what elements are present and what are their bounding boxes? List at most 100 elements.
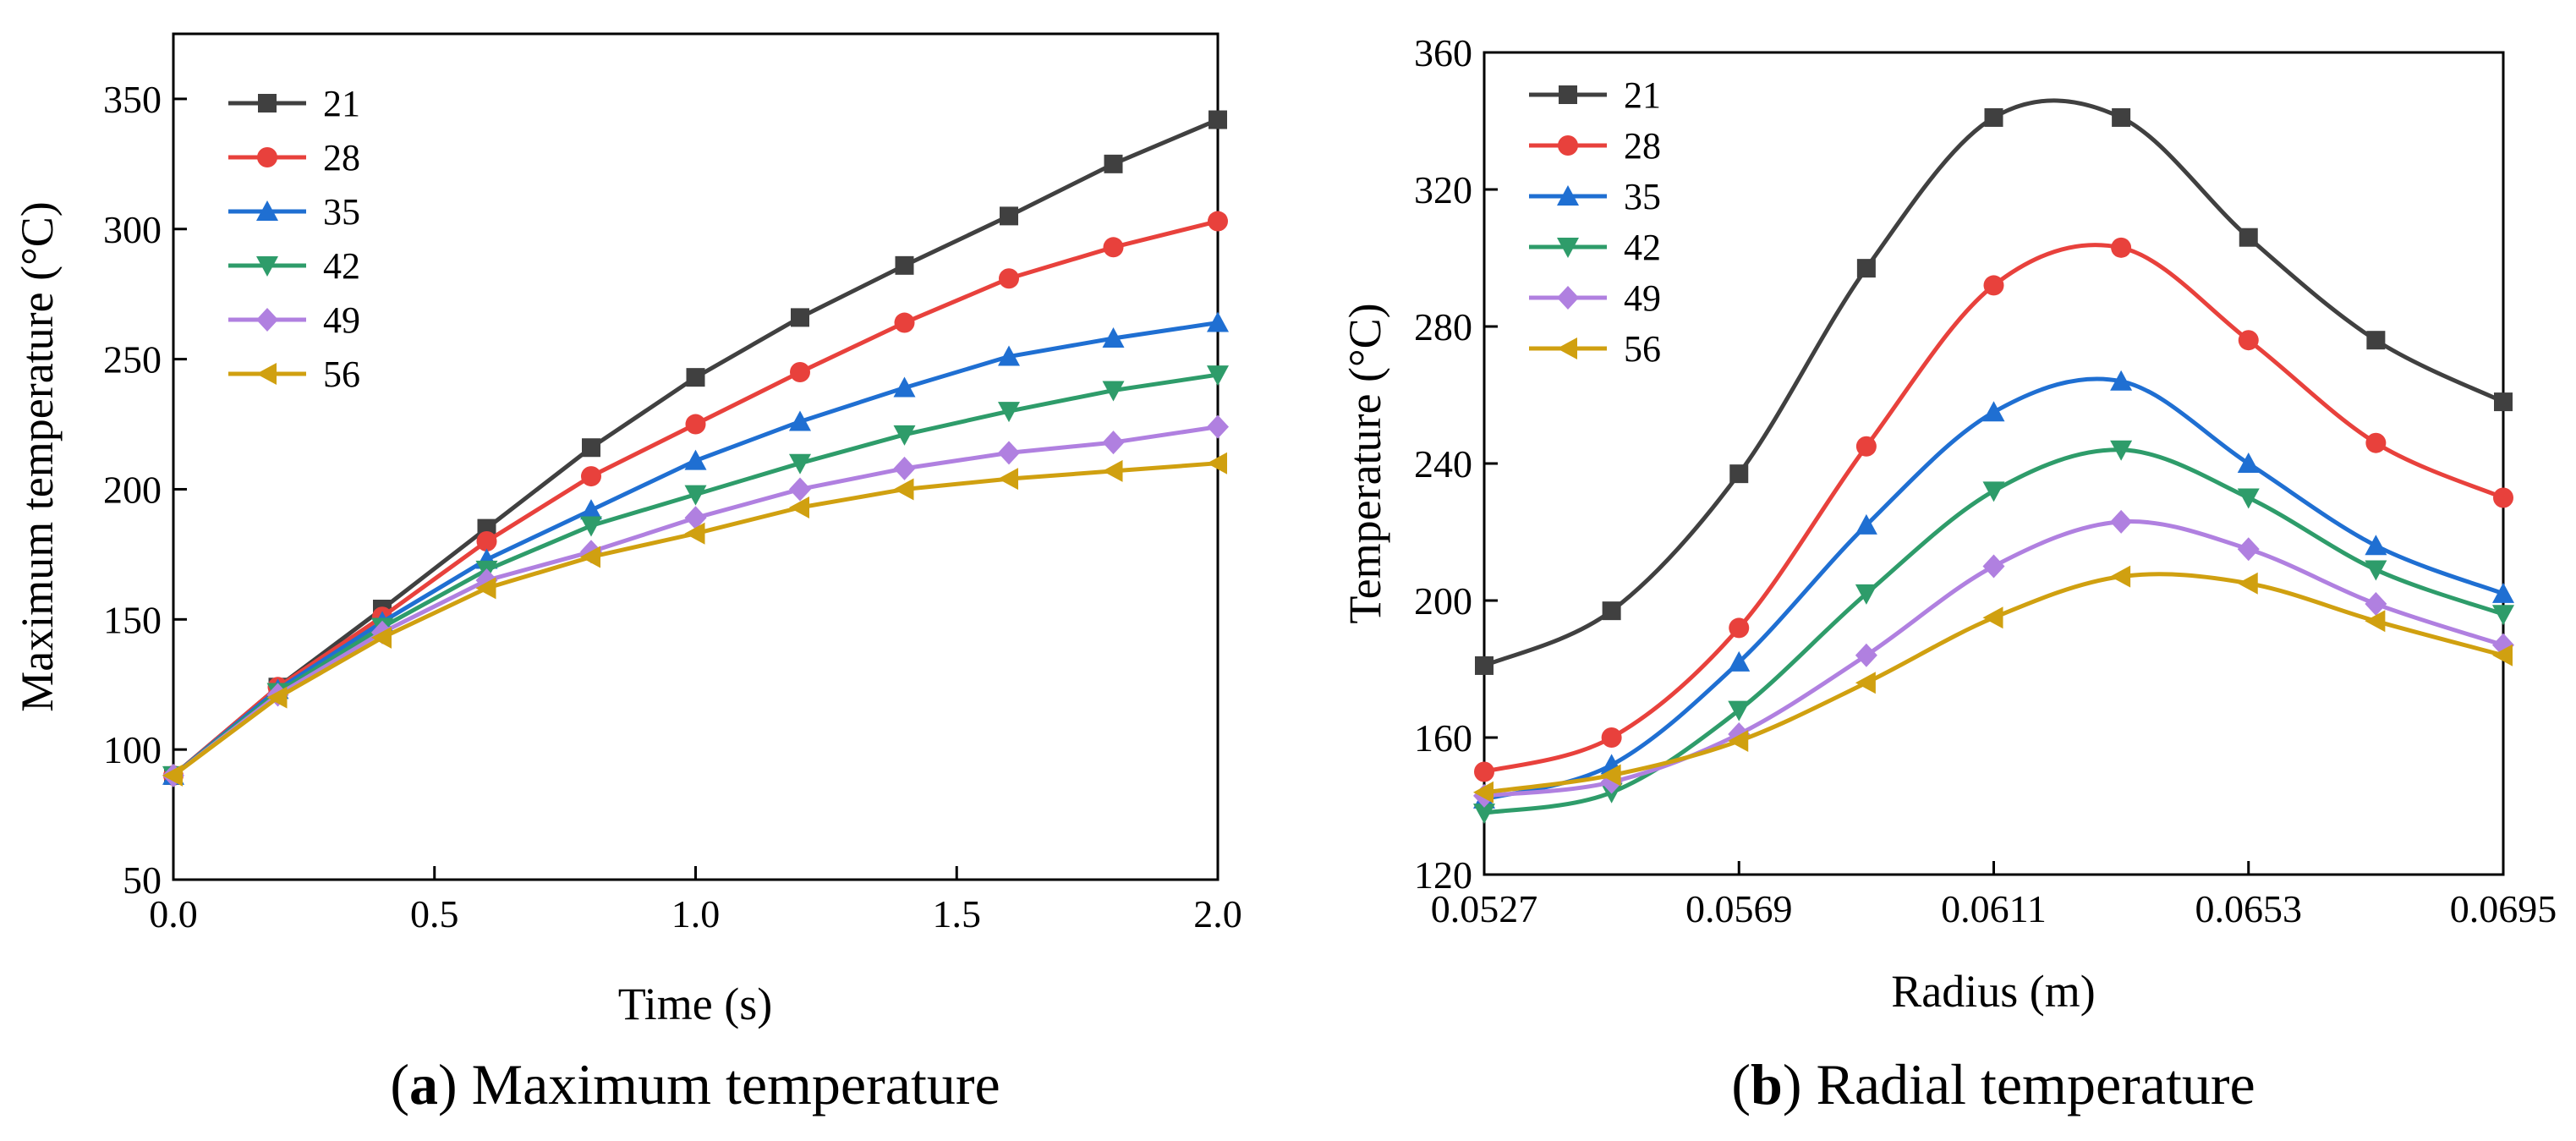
chart-a-point-21 [895,255,914,275]
chart-b-xtick-label: 0.0653 [2195,887,2303,930]
chart-a-legend-label: 49 [323,299,360,341]
chart-b-point-56 [2110,565,2131,588]
chart-b-point-56 [1473,781,1494,804]
chart-b-series-line-56 [1483,572,2504,795]
chart-b-point-42 [2365,560,2387,581]
chart-a-point-35 [1207,311,1229,332]
chart-a-series-line-42 [172,372,1219,777]
chart-a-ytick-label: 200 [103,468,162,511]
chart-a-ytick-label: 350 [103,78,162,121]
chart-a-legend-label: 21 [323,83,360,124]
chart-b-point-42 [1855,584,1877,605]
chart-b-point-56 [2237,572,2258,595]
chart-a-legend-marker-28 [257,147,277,167]
chart-a-point-49 [893,456,916,480]
chart-a-point-21 [1104,154,1123,173]
chart-b-legend-label: 35 [1624,176,1661,217]
chart-a-point-42 [998,402,1020,423]
chart-a-point-35 [998,345,1020,366]
chart-a-point-42 [1102,381,1125,402]
chart-a-point-42 [789,453,811,475]
chart-a-xtick-label: 1.0 [671,892,721,935]
chart-a-ytick-label: 100 [103,728,162,771]
chart-a-point-35 [580,499,602,520]
chart-b-point-56 [2492,644,2513,666]
chart-a-ytick-label: 150 [103,598,162,641]
chart-a-xtick-label: 2.0 [1193,892,1242,935]
chart-b-ytick-label: 200 [1414,579,1472,623]
chart-b-point-42 [1728,700,1751,721]
chart-b-point-56 [1600,764,1621,787]
chart-a-point-21 [791,308,809,327]
chart-a-point-21 [582,438,600,458]
chart-a-caption-letter: a [409,1052,438,1116]
chart-a-xlabel: Time (s) [618,979,773,1029]
chart-a-point-56 [1102,459,1123,482]
chart-a-legend-label: 56 [323,354,360,395]
chart-b-xlabel: Radius (m) [1891,966,2095,1017]
chart-b-point-56 [1728,730,1749,753]
chart-a-series-line-49 [172,425,1219,777]
chart-b-legend-marker-28 [1558,135,1578,156]
chart-b-point-21 [2494,392,2513,412]
chart-a-point-42 [580,516,602,537]
chart-a-point-49 [1102,431,1125,455]
chart-a-ylabel: Maximum temperature (°C) [12,201,63,711]
chart-a-xtick-label: 1.5 [933,892,982,935]
chart-b-point-42 [2237,488,2260,509]
chart-b-point-49 [2110,509,2133,534]
chart-b-point-49 [2365,592,2387,617]
chart-b-point-28 [1983,275,2004,296]
chart-b-point-35 [2492,582,2514,603]
chart-a-point-49 [684,506,707,530]
chart-b-point-21 [2239,228,2258,247]
chart-a-point-56 [266,686,288,709]
chart-b-series-line-28 [1483,243,2504,774]
chart-b-point-28 [2493,487,2513,508]
chart-b-point-42 [2110,440,2133,461]
chart-b-point-35 [1855,513,1877,535]
chart-a-point-42 [893,425,916,446]
chart-a-point-28 [790,362,810,382]
chart-b-legend-marker-21 [1559,85,1577,104]
chart-b-point-56 [1982,606,2003,629]
chart-a-legend-marker-49 [256,308,278,332]
chart-a-point-56 [162,764,183,787]
chart-a-point-49 [1207,414,1229,439]
chart-b-point-49 [2237,537,2260,562]
chart-a-legend-marker-42 [256,256,278,277]
chart-b-legend-label: 21 [1624,74,1661,116]
chart-b-ytick-label: 120 [1414,853,1472,897]
chart-a-point-21 [1000,206,1018,226]
chart-a-caption-text: Maximum temperature [472,1052,1000,1116]
chart-b-point-35 [2365,535,2387,556]
chart-a-legend-label: 35 [323,191,360,233]
chart-a-point-28 [1208,211,1228,232]
chart-b-xtick-label: 0.0611 [1941,887,2047,930]
chart-b-xtick-label: 0.0527 [1431,887,1538,930]
chart-b-point-35 [2110,370,2133,391]
chart-a-point-56 [475,577,496,600]
chart-b-point-21 [2366,331,2386,350]
chart-b-point-42 [1982,481,2005,502]
chart-b-point-28 [1474,761,1494,782]
chart-a-point-21 [1209,110,1227,129]
chart-b-point-21 [1602,601,1621,621]
chart-a-xtick-label: 0.5 [410,892,459,935]
chart-a-point-49 [789,477,811,502]
chart-b-point-35 [1982,401,2005,422]
chart-a-point-56 [371,626,392,649]
chart-b-point-42 [1473,804,1495,825]
chart-a-point-56 [998,468,1018,491]
chart-a-ytick-label: 50 [123,858,162,902]
chart-a-point-21 [686,368,705,387]
chart-a-point-28 [1103,237,1124,258]
chart-b-legend-label: 56 [1624,328,1661,370]
chart-a-point-35 [789,410,811,431]
chart-b-ylabel: Temperature (°C) [1340,303,1390,623]
chart-b-xtick-label: 0.0569 [1685,887,1793,930]
chart-b-series-line-21 [1483,98,2505,668]
chart-b-legend-label: 42 [1624,227,1661,268]
chart-b-point-21 [2112,107,2131,127]
